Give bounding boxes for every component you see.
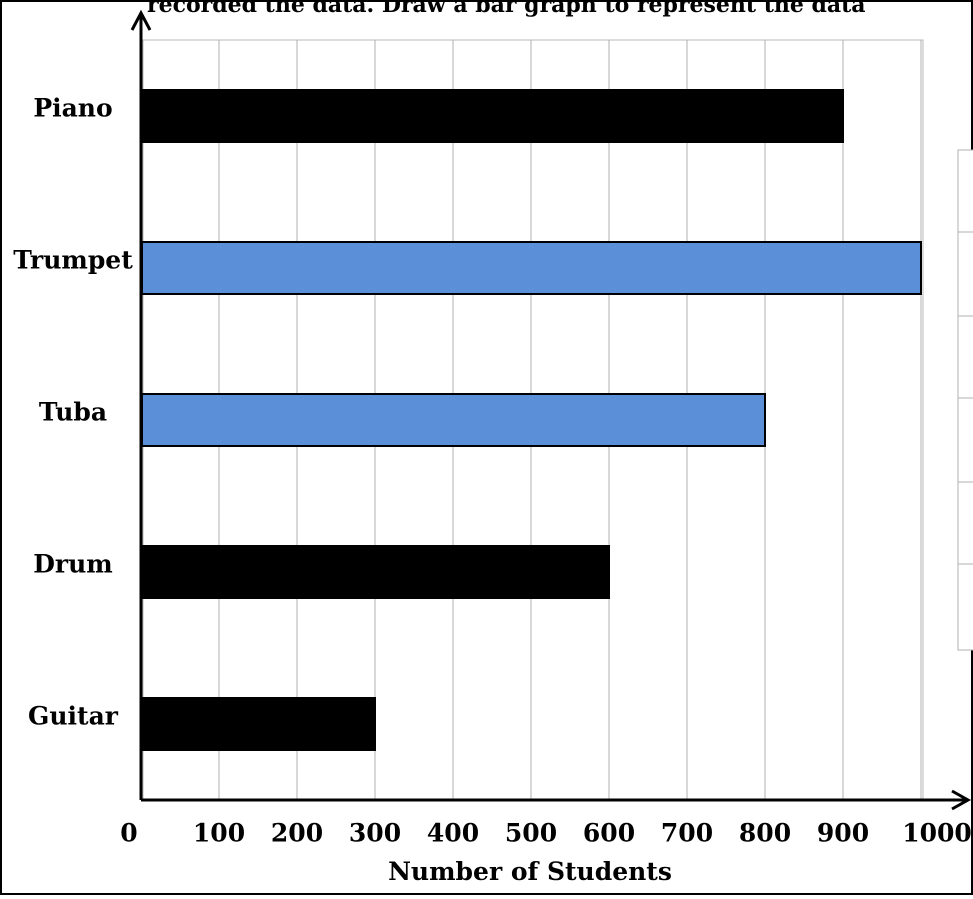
category-label-guitar: Guitar — [28, 702, 119, 731]
x-axis-label: Number of Students — [388, 857, 672, 886]
bar-piano — [141, 89, 844, 143]
bar-trumpet — [141, 241, 922, 295]
category-label-drum: Drum — [33, 550, 112, 579]
category-label-trumpet: Trumpet — [13, 246, 133, 275]
x-tick-label-1000: 1000 — [902, 819, 972, 848]
x-tick-label-400: 400 — [427, 819, 479, 848]
axes — [130, 9, 972, 811]
x-tick-label-700: 700 — [661, 819, 713, 848]
x-tick-label-500: 500 — [505, 819, 557, 848]
category-label-tuba: Tuba — [39, 398, 107, 427]
x-tick-label-600: 600 — [583, 819, 635, 848]
bar-drum — [141, 545, 610, 599]
side-table-fragment — [957, 149, 973, 651]
x-axis-arrow-icon — [951, 789, 972, 811]
y-axis-arrow-icon — [130, 9, 152, 31]
x-tick-label-200: 200 — [271, 819, 323, 848]
x-tick-labels: 0 100 200 300 400 500 600 700 800 900 1000 — [120, 819, 972, 848]
x-tick-label-0: 0 — [120, 819, 137, 848]
category-label-piano: Piano — [33, 94, 112, 123]
bar-guitar — [141, 697, 376, 751]
x-tick-label-300: 300 — [349, 819, 401, 848]
chart-title: recorded the data. Draw a bar graph to r… — [147, 0, 866, 18]
bar-tuba — [141, 393, 766, 447]
category-labels: Piano Trumpet Tuba Drum Guitar — [13, 94, 133, 731]
bars — [141, 89, 922, 751]
x-tick-label-900: 900 — [817, 819, 869, 848]
x-tick-label-100: 100 — [193, 819, 245, 848]
x-tick-label-800: 800 — [739, 819, 791, 848]
